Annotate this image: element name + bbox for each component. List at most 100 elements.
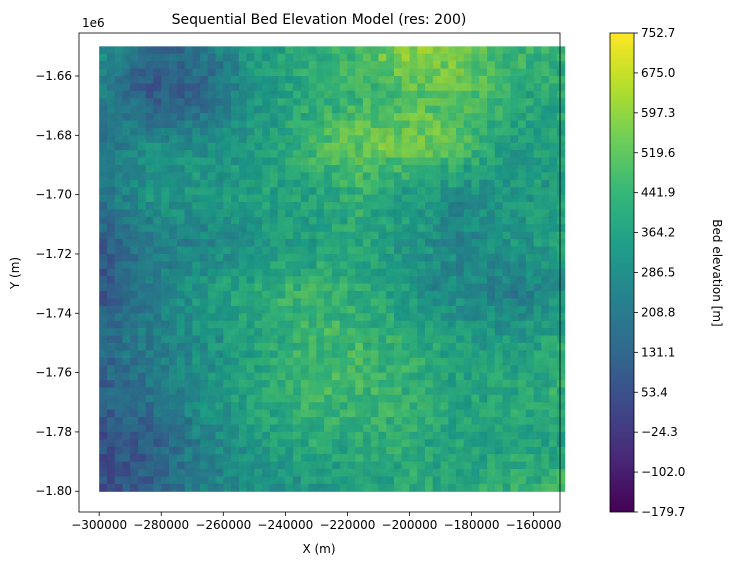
elevation-cell bbox=[254, 365, 263, 374]
elevation-cell bbox=[153, 298, 162, 307]
elevation-cell bbox=[106, 105, 116, 114]
elevation-cell bbox=[231, 446, 240, 455]
elevation-cell bbox=[355, 387, 364, 396]
elevation-cell bbox=[432, 164, 442, 173]
elevation-cell bbox=[176, 157, 186, 166]
elevation-cell bbox=[293, 194, 302, 203]
elevation-cell bbox=[463, 283, 473, 292]
elevation-cell bbox=[176, 417, 186, 426]
elevation-cell bbox=[223, 253, 232, 262]
elevation-cell bbox=[440, 105, 449, 114]
elevation-cell bbox=[145, 402, 155, 411]
elevation-cell bbox=[293, 313, 302, 322]
elevation-cell bbox=[153, 76, 162, 85]
elevation-cell bbox=[518, 276, 527, 285]
elevation-cell bbox=[130, 83, 139, 92]
elevation-cell bbox=[254, 127, 263, 136]
elevation-cell bbox=[502, 446, 511, 455]
elevation-cell bbox=[254, 113, 263, 122]
elevation-cell bbox=[238, 402, 248, 411]
elevation-cell bbox=[145, 202, 155, 211]
elevation-cell bbox=[122, 187, 131, 196]
colorbar-tick-label: 441.9 bbox=[641, 186, 675, 200]
elevation-cell bbox=[269, 409, 279, 418]
elevation-cell bbox=[176, 380, 186, 389]
elevation-cell bbox=[541, 231, 550, 240]
elevation-cell bbox=[316, 179, 325, 188]
elevation-cell bbox=[448, 380, 457, 389]
elevation-cell bbox=[549, 446, 558, 455]
elevation-cell bbox=[510, 53, 519, 62]
elevation-cell bbox=[541, 320, 550, 329]
elevation-cell bbox=[137, 342, 147, 351]
elevation-cell bbox=[541, 53, 550, 62]
elevation-cell bbox=[99, 372, 108, 381]
elevation-cell bbox=[331, 468, 341, 477]
elevation-cell bbox=[471, 342, 480, 351]
elevation-cell bbox=[262, 150, 271, 159]
elevation-cell bbox=[401, 439, 411, 448]
elevation-cell bbox=[378, 313, 387, 322]
elevation-cell bbox=[137, 357, 147, 366]
elevation-cell bbox=[300, 365, 310, 374]
elevation-cell bbox=[409, 105, 418, 114]
elevation-cell bbox=[122, 46, 131, 55]
elevation-cell bbox=[432, 61, 442, 70]
elevation-cell bbox=[541, 164, 550, 173]
elevation-cell bbox=[207, 431, 217, 440]
elevation-cell bbox=[114, 291, 124, 300]
elevation-cell bbox=[463, 202, 473, 211]
elevation-cell bbox=[556, 446, 566, 455]
elevation-cell bbox=[145, 164, 155, 173]
elevation-cell bbox=[145, 142, 155, 151]
elevation-cell bbox=[238, 90, 248, 99]
elevation-cell bbox=[168, 320, 178, 329]
elevation-cell bbox=[168, 216, 178, 225]
elevation-cell bbox=[541, 298, 550, 307]
elevation-cell bbox=[401, 276, 411, 285]
elevation-cell bbox=[487, 409, 496, 418]
elevation-cell bbox=[401, 313, 411, 322]
elevation-cell bbox=[386, 454, 395, 463]
elevation-cell bbox=[487, 394, 496, 403]
elevation-cell bbox=[425, 268, 434, 277]
elevation-cell bbox=[456, 320, 465, 329]
elevation-cell bbox=[487, 150, 496, 159]
elevation-cell bbox=[471, 483, 480, 492]
elevation-cell bbox=[207, 224, 217, 233]
elevation-cell bbox=[184, 53, 193, 62]
elevation-cell bbox=[99, 409, 108, 418]
elevation-cell bbox=[549, 372, 558, 381]
elevation-cell bbox=[316, 253, 325, 262]
elevation-cell bbox=[471, 313, 480, 322]
elevation-cell bbox=[440, 46, 449, 55]
elevation-cell bbox=[137, 394, 147, 403]
elevation-cell bbox=[494, 372, 504, 381]
elevation-cell bbox=[262, 328, 271, 337]
elevation-cell bbox=[525, 268, 535, 277]
elevation-cell bbox=[448, 394, 457, 403]
elevation-cell bbox=[386, 216, 395, 225]
elevation-cell bbox=[463, 142, 473, 151]
elevation-cell bbox=[541, 476, 550, 485]
elevation-cell bbox=[425, 439, 434, 448]
elevation-cell bbox=[533, 365, 542, 374]
elevation-cell bbox=[518, 342, 527, 351]
elevation-cell bbox=[448, 98, 457, 107]
elevation-cell bbox=[316, 283, 325, 292]
elevation-cell bbox=[207, 164, 217, 173]
elevation-cell bbox=[525, 424, 535, 433]
elevation-cell bbox=[300, 83, 310, 92]
elevation-cell bbox=[448, 61, 457, 70]
elevation-cell bbox=[254, 246, 263, 255]
elevation-cell bbox=[262, 209, 271, 218]
elevation-cell bbox=[161, 68, 170, 77]
elevation-cell bbox=[192, 283, 201, 292]
elevation-cell bbox=[401, 328, 411, 337]
elevation-cell bbox=[324, 76, 333, 85]
elevation-cell bbox=[200, 164, 209, 173]
elevation-cell bbox=[331, 394, 341, 403]
elevation-cell bbox=[487, 231, 496, 240]
elevation-cell bbox=[518, 424, 527, 433]
elevation-cell bbox=[114, 417, 124, 426]
